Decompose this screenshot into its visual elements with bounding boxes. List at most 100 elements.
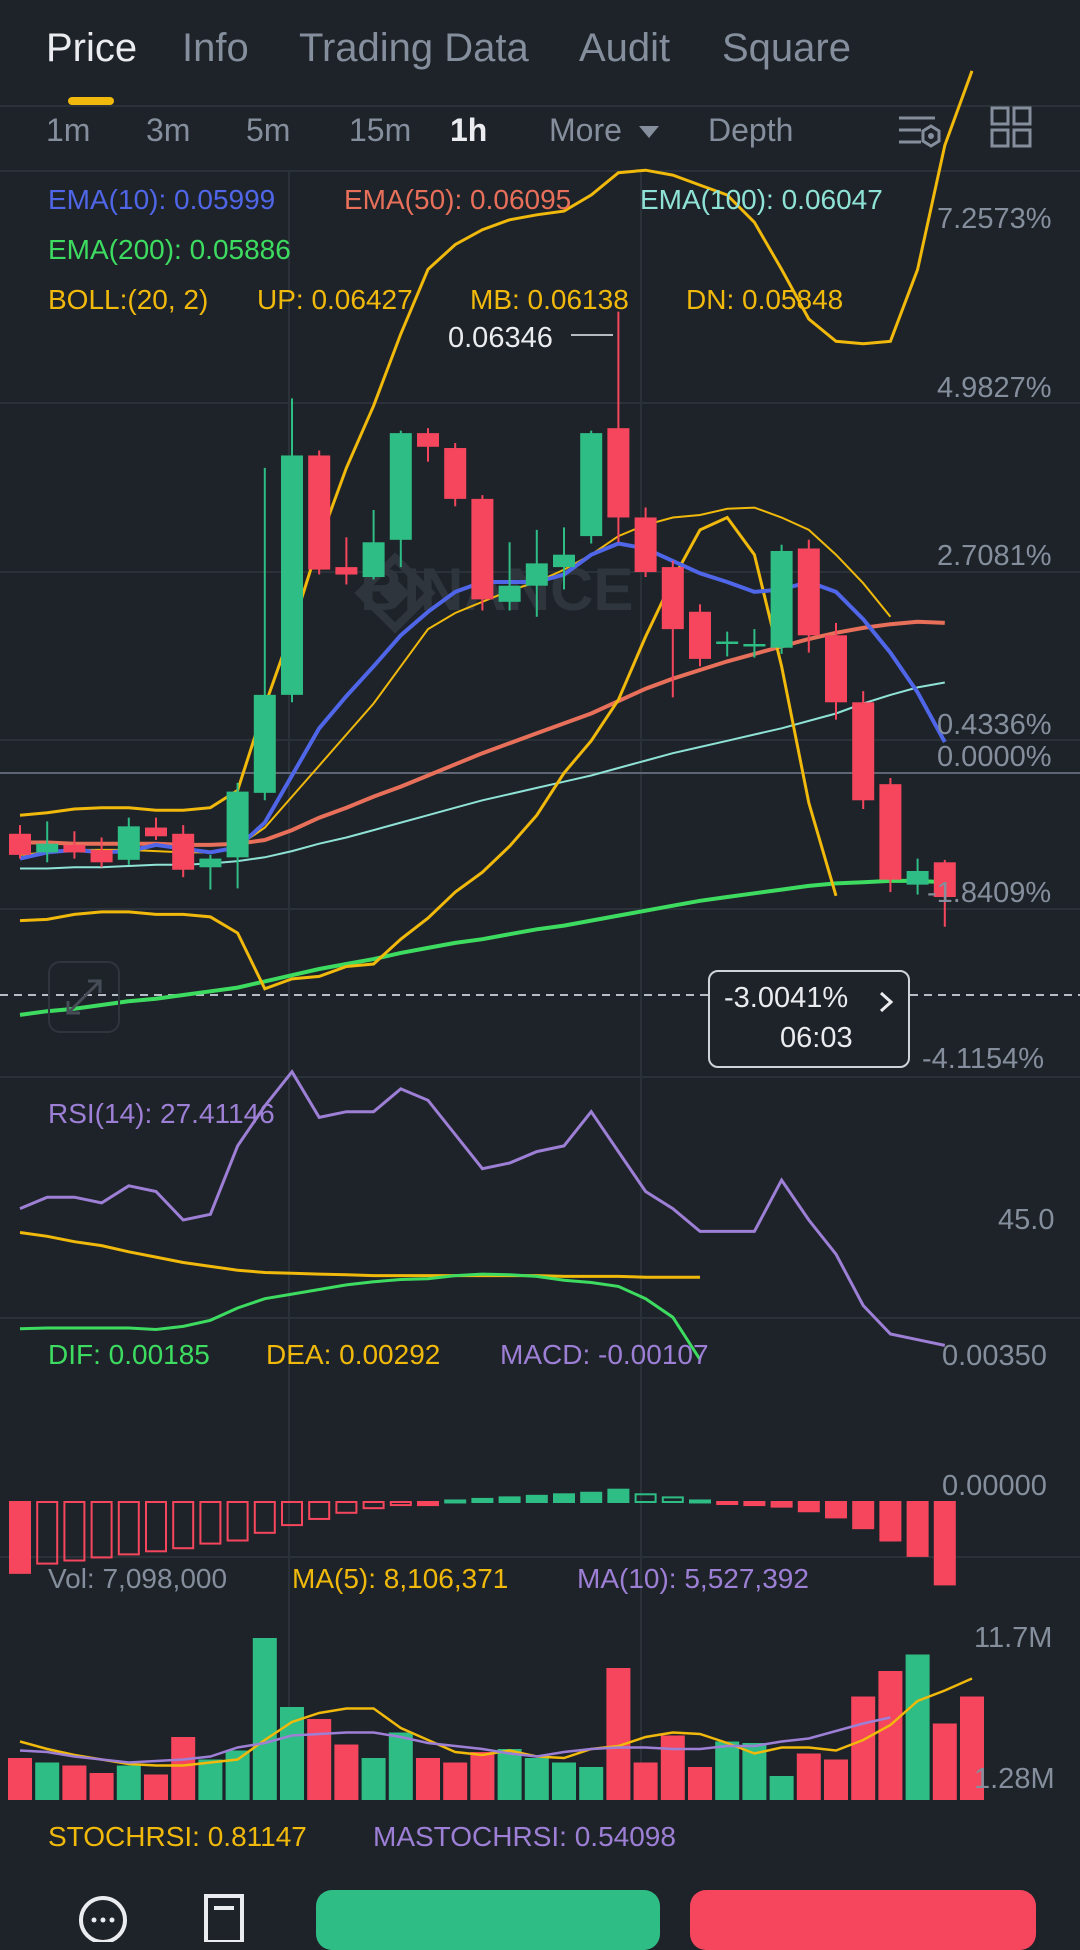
axis-label: -4.1154% (922, 1043, 1044, 1075)
timeframe-bar: 1m 3m 5m 15m 1h More Depth (0, 106, 1080, 170)
tab-square[interactable]: Square (722, 26, 851, 70)
ema200-line (19, 878, 945, 1017)
volume-bar (361, 1758, 386, 1800)
candle (607, 428, 630, 518)
volume-bar (579, 1767, 604, 1800)
tab-price[interactable]: Price (46, 26, 138, 70)
volume-bar (878, 1671, 903, 1800)
timeframe-5m[interactable]: 5m (246, 112, 291, 148)
candle (417, 433, 439, 447)
macd-bar (172, 1501, 195, 1550)
volume-bar (633, 1762, 658, 1800)
macd-axis-zero: 0.00000 (942, 1470, 1047, 1502)
tab-trading-data[interactable]: Trading Data (299, 26, 529, 70)
dea-line (19, 1231, 700, 1279)
macd-bar (417, 1501, 439, 1507)
layout-grid-icon[interactable] (990, 106, 1032, 148)
vol-ma5-label: MA(5): 8,106,371 (292, 1563, 509, 1594)
axis-label: 0.4336% (937, 709, 1052, 741)
candle (117, 826, 140, 860)
rsi-axis-label: 45.0 (998, 1204, 1055, 1236)
macd-bar (852, 1501, 875, 1530)
candle (281, 455, 303, 695)
ema10-label: EMA(10): 0.05999 (48, 184, 276, 215)
volume-bar (89, 1773, 114, 1800)
binance-logo-icon (354, 552, 436, 634)
expand-icon (66, 979, 102, 1015)
fullscreen-button[interactable] (48, 961, 120, 1033)
ema100-line (20, 681, 945, 870)
volume-bar (470, 1752, 495, 1800)
candle (743, 644, 766, 647)
timeframe-3m[interactable]: 3m (146, 112, 191, 148)
macd-bar (498, 1496, 521, 1504)
macd-bar (253, 1501, 276, 1534)
macd-axis-top: 0.00350 (942, 1340, 1047, 1372)
current-price-callout[interactable]: -3.0041% 06:03 (708, 970, 910, 1068)
tab-info[interactable]: Info (182, 26, 249, 70)
orders-icon[interactable] (200, 1892, 250, 1942)
candle (362, 542, 385, 578)
volume-bar (660, 1735, 685, 1800)
volume-bar (715, 1741, 740, 1800)
more-dropdown[interactable]: More (549, 112, 661, 149)
candle (553, 554, 575, 568)
volume-bar (769, 1776, 794, 1800)
volume-bar (688, 1767, 712, 1800)
macd-bar (389, 1501, 412, 1507)
candle (933, 862, 956, 898)
dif-label: DIF: 0.00185 (48, 1339, 210, 1370)
candle (716, 641, 739, 645)
dif-line (19, 1272, 702, 1361)
candle (634, 517, 657, 573)
macd-bar (716, 1501, 739, 1505)
volume-bar (334, 1744, 359, 1800)
candle (335, 567, 358, 575)
depth-button[interactable]: Depth (708, 112, 794, 148)
volume-bar (416, 1758, 440, 1800)
timeframe-1h[interactable]: 1h (450, 112, 488, 148)
candle (444, 448, 467, 499)
volume-bar (497, 1749, 522, 1800)
axis-label: 2.7081% (937, 540, 1052, 572)
vol-ma5-line (19, 1677, 973, 1767)
macd-bar (689, 1499, 711, 1504)
ema200-label: EMA(200): 0.05886 (48, 234, 291, 265)
candle (525, 563, 548, 586)
macd-bar (117, 1501, 140, 1556)
indicator-settings-icon[interactable] (895, 106, 943, 154)
countdown-timer: 06:03 (780, 1022, 853, 1054)
tab-audit[interactable]: Audit (579, 26, 671, 70)
volume-bar (824, 1759, 848, 1800)
volume-bar (388, 1732, 413, 1800)
volume-bar (905, 1654, 930, 1800)
candle (770, 550, 793, 648)
macd-bar (145, 1501, 167, 1553)
vol-label: Vol: 7,098,000 (48, 1563, 228, 1594)
timeframe-1m[interactable]: 1m (46, 112, 91, 148)
buy-button[interactable] (316, 1890, 660, 1950)
volume-bar (252, 1638, 277, 1800)
sell-button[interactable] (690, 1890, 1036, 1950)
chat-icon[interactable] (78, 1892, 128, 1942)
ema50-label: EMA(50): 0.06095 (344, 184, 572, 215)
candle (498, 585, 521, 602)
divider (0, 105, 1080, 107)
candle (471, 498, 494, 600)
macd-bar (825, 1501, 847, 1519)
timeframe-15m[interactable]: 15m (349, 112, 412, 148)
macd-bar (36, 1501, 59, 1565)
candle (906, 870, 929, 885)
volume-bar (851, 1696, 876, 1800)
candle (63, 844, 86, 853)
candle (172, 833, 195, 870)
volume-bar (524, 1758, 549, 1800)
volume-bar (198, 1759, 223, 1800)
macd-bar (199, 1501, 222, 1545)
volume-bar (960, 1696, 984, 1800)
macd-bar (797, 1501, 820, 1513)
macd-bar (335, 1501, 358, 1514)
boll-mb-label: MB: 0.06138 (470, 284, 629, 315)
macd-bar (362, 1501, 385, 1510)
